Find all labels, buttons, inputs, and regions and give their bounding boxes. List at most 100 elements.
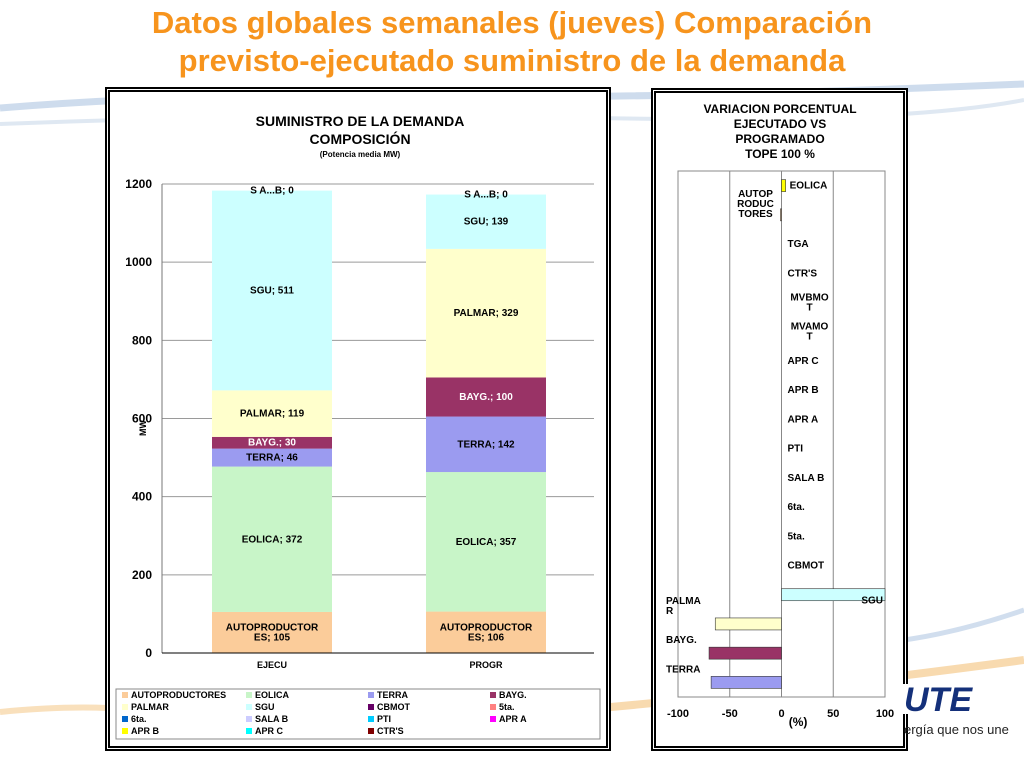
bar-segment	[426, 377, 546, 417]
legend-swatch	[246, 692, 252, 698]
variation-bar	[781, 179, 786, 192]
ute-logo: UTE	[900, 681, 1018, 719]
legend-swatch	[490, 716, 496, 722]
legend-label: 5ta.	[499, 702, 515, 712]
legend-label: EOLICA	[255, 690, 290, 700]
variation-chart: VARIACION PORCENTUAL EJECUTADO VS PROGRAMA…	[666, 102, 894, 729]
bar-segment	[426, 611, 546, 653]
x-tick-label: -50	[722, 708, 738, 720]
category-label: TERRA	[666, 664, 700, 675]
slide-title-line-2: previsto-ejecutado suministro de la dema…	[178, 43, 846, 78]
category-label: BAYG.	[666, 635, 697, 646]
legend-swatch	[368, 704, 374, 710]
y-tick-label: 1000	[125, 255, 152, 269]
legend-swatch	[122, 692, 128, 698]
legend-label: APR A	[499, 714, 527, 724]
legend-swatch	[490, 692, 496, 698]
bar-data-label: BAYG.; 30	[248, 438, 296, 449]
category-label: PTI	[788, 444, 804, 455]
x-tick-label: PROGR	[469, 660, 503, 670]
chart-note: (Potencia media MW)	[320, 150, 401, 159]
legend-label: BAYG.	[499, 690, 527, 700]
category-label: CBMOT	[788, 561, 825, 572]
bar-top-label: S A...B; 0	[250, 186, 294, 197]
chart-subtitle: COMPOSICIÓN	[309, 130, 410, 147]
legend-swatch	[246, 728, 252, 734]
legend-label: PTI	[377, 714, 391, 724]
bar-data-label: AUTOPRODUCTOR ES; 105	[226, 622, 319, 643]
legend-label: 6ta.	[131, 714, 147, 724]
legend-swatch	[122, 716, 128, 722]
composition-chart-panel: SUMINISTRO DE LA DEMANDA COMPOSICIÓN (Pote…	[108, 90, 608, 748]
legend-swatch	[368, 728, 374, 734]
legend-label: CBMOT	[377, 702, 410, 712]
x-tick-label: EJECU	[257, 660, 287, 670]
bar-data-label: PALMAR; 329	[454, 308, 519, 319]
legend-swatch	[122, 728, 128, 734]
bar-data-label: EOLICA; 357	[456, 537, 517, 548]
bar-segment	[212, 448, 332, 467]
category-label: TGA	[788, 239, 809, 250]
legend-label: APR C	[255, 726, 284, 736]
legend-label: PALMAR	[131, 702, 169, 712]
variation-chart-panel: VARIACION PORCENTUAL EJECUTADO VS PROGRAMA…	[654, 91, 905, 748]
variation-bar	[780, 208, 782, 222]
category-label: 6ta.	[788, 502, 805, 513]
bar-segment	[426, 416, 546, 473]
legend-label: TERRA	[377, 690, 408, 700]
variation-bar	[714, 617, 782, 631]
bar-segment	[212, 611, 332, 653]
bar-data-label: EOLICA; 372	[242, 534, 303, 545]
x-tick-label: 100	[876, 708, 894, 720]
legend-swatch	[122, 704, 128, 710]
bar-data-label: AUTOPRODUCTOR ES; 106	[440, 622, 533, 643]
category-label: MVAMO T	[791, 322, 829, 343]
bar-segment	[426, 248, 546, 378]
tagline: ergía que nos une	[904, 722, 1009, 737]
category-label: MVBMO T	[790, 293, 829, 314]
legend-label: APR B	[131, 726, 160, 736]
slide-title: Datos globales semanales (jueves) Compar…	[0, 4, 1024, 80]
x-tick-label: 0	[778, 708, 784, 720]
y-tick-label: 0	[145, 646, 152, 660]
legend-label: CTR'S	[377, 726, 404, 736]
legend-label: SALA B	[255, 714, 289, 724]
bar-segment	[426, 472, 546, 612]
ute-logo-text: UTE	[904, 681, 973, 719]
bar-data-label: TERRA; 46	[246, 453, 298, 464]
category-label: CTR'S	[788, 268, 818, 279]
bar-segment	[426, 194, 546, 249]
legend-swatch	[368, 692, 374, 698]
chart-title: SUMINISTRO DE LA DEMANDA	[256, 113, 465, 129]
bar-data-label: TERRA; 142	[457, 439, 515, 450]
bar-data-label: BAYG.; 100	[459, 392, 513, 403]
legend-swatch	[246, 716, 252, 722]
y-tick-label: 1200	[125, 177, 152, 191]
y-tick-label: 400	[132, 490, 152, 504]
category-label: 5ta.	[788, 531, 805, 542]
y-tick-label: 600	[132, 412, 152, 426]
category-label: SALA B	[788, 473, 825, 484]
legend-swatch	[490, 704, 496, 710]
bar-segment	[212, 436, 332, 449]
bar-segment	[212, 190, 332, 391]
legend-label: SGU	[255, 702, 275, 712]
y-axis-label: MW	[138, 420, 148, 436]
bar-segment	[212, 390, 332, 437]
variation-bar	[781, 588, 886, 602]
y-tick-label: 800	[132, 333, 152, 347]
legend-swatch	[246, 704, 252, 710]
category-label: EOLICA	[790, 181, 828, 192]
x-tick-label: -100	[667, 708, 689, 720]
variation-bar	[708, 646, 782, 660]
bar-top-label: S A...B; 0	[464, 190, 508, 201]
legend-swatch	[368, 716, 374, 722]
legend-box	[115, 688, 601, 740]
bar-data-label: SGU; 511	[250, 286, 294, 297]
category-label: APR A	[788, 414, 819, 425]
bar-data-label: SGU; 139	[464, 217, 509, 228]
legend-label: AUTOPRODUCTORES	[131, 690, 226, 700]
category-label: AUTOP RODUC TORES	[737, 189, 774, 220]
bar-segment	[212, 466, 332, 612]
